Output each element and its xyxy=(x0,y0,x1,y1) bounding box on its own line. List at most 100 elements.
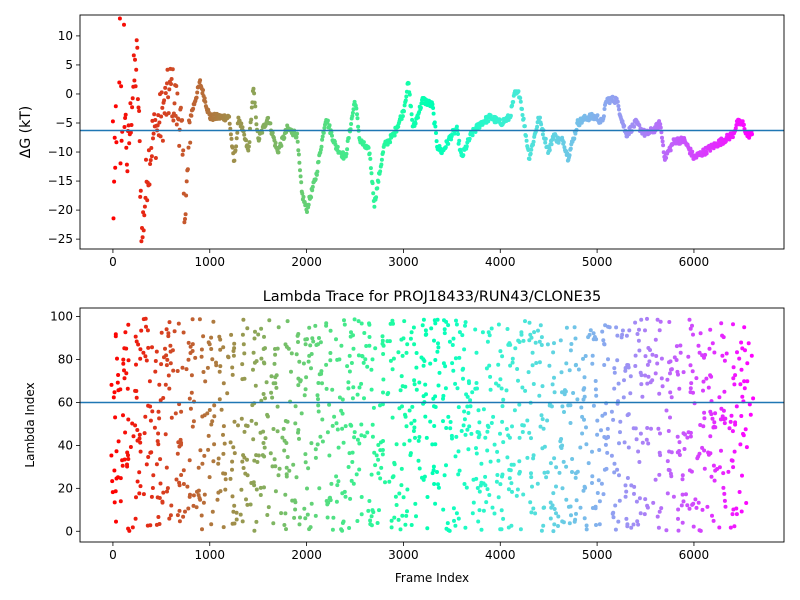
delta-g-point xyxy=(114,140,119,145)
lambda-point xyxy=(370,422,375,427)
lambda-point xyxy=(646,441,651,446)
lambda-point xyxy=(308,343,313,348)
lambda-point xyxy=(615,333,620,338)
lambda-point xyxy=(448,420,453,424)
lambda-point xyxy=(575,397,580,402)
lambda-point xyxy=(496,362,501,367)
lambda-point xyxy=(356,319,361,324)
lambda-point xyxy=(354,472,359,477)
lambda-point xyxy=(568,403,573,408)
lambda-chart-title: Lambda Trace for PROJ18433/RUN43/CLONE35 xyxy=(263,289,602,305)
delta-g-point xyxy=(130,105,135,110)
lambda-point xyxy=(564,325,569,330)
delta-g-point xyxy=(409,112,414,117)
lambda-point xyxy=(612,461,617,466)
lambda-point xyxy=(617,498,622,503)
lambda-point xyxy=(412,342,417,347)
lambda-point xyxy=(309,501,314,506)
lambda-point xyxy=(143,354,148,359)
lambda-point xyxy=(745,361,750,366)
lambda-point xyxy=(396,517,401,522)
lambda-point xyxy=(539,413,544,418)
lambda-x-tick-label: 1000 xyxy=(194,548,225,562)
lambda-point xyxy=(431,464,436,469)
lambda-point xyxy=(744,501,749,505)
lambda-point xyxy=(545,418,550,423)
delta-g-point xyxy=(454,124,459,129)
lambda-point xyxy=(498,431,502,436)
lambda-point xyxy=(452,518,456,523)
lambda-point xyxy=(352,317,357,322)
lambda-point xyxy=(656,426,661,431)
lambda-point xyxy=(709,474,714,479)
lambda-point xyxy=(684,492,688,497)
lambda-point xyxy=(443,364,448,369)
lambda-point xyxy=(442,327,447,332)
lambda-point xyxy=(722,498,727,503)
lambda-point xyxy=(167,320,172,325)
lambda-point xyxy=(578,445,583,450)
lambda-point xyxy=(501,397,506,402)
lambda-point xyxy=(262,445,267,450)
lambda-point xyxy=(133,334,138,339)
lambda-point xyxy=(498,349,503,354)
lambda-point xyxy=(254,359,259,364)
lambda-point xyxy=(359,422,364,427)
delta-g-point xyxy=(488,113,493,118)
lambda-point xyxy=(467,381,471,386)
lambda-point xyxy=(561,459,566,464)
lambda-point xyxy=(193,355,198,360)
lambda-point xyxy=(601,492,606,497)
lambda-point xyxy=(447,528,452,533)
lambda-point xyxy=(533,511,538,516)
delta-g-point xyxy=(443,145,448,150)
lambda-point xyxy=(476,435,481,440)
lambda-point xyxy=(741,433,746,438)
lambda-point xyxy=(526,370,531,375)
delta-g-point xyxy=(169,82,173,86)
lambda-point xyxy=(657,509,662,514)
lambda-point xyxy=(457,355,462,360)
lambda-points xyxy=(109,316,756,534)
lambda-point xyxy=(441,396,445,401)
lambda-point xyxy=(324,386,329,391)
lambda-point xyxy=(514,493,519,498)
lambda-point xyxy=(653,371,658,376)
lambda-point xyxy=(309,352,314,356)
lambda-point xyxy=(189,390,194,395)
lambda-point xyxy=(315,442,320,447)
lambda-point xyxy=(551,350,556,355)
lambda-point xyxy=(341,519,346,524)
lambda-point xyxy=(401,336,406,341)
lambda-point xyxy=(412,378,417,383)
lambda-point xyxy=(686,354,691,359)
lambda-point xyxy=(450,436,454,441)
delta-g-point xyxy=(356,124,361,129)
lambda-point xyxy=(678,343,683,348)
lambda-point xyxy=(365,364,370,369)
lambda-point xyxy=(248,502,253,507)
lambda-point xyxy=(531,382,536,386)
lambda-point xyxy=(212,414,217,419)
lambda-point xyxy=(242,376,247,381)
lambda-point xyxy=(498,482,503,487)
lambda-point xyxy=(453,381,458,386)
lambda-point xyxy=(474,451,479,456)
lambda-point xyxy=(496,383,501,388)
lambda-point xyxy=(316,409,321,414)
lambda-point xyxy=(339,343,344,348)
lambda-point xyxy=(376,457,381,462)
lambda-y-tick-label: 20 xyxy=(58,481,73,495)
delta-g-point xyxy=(144,157,148,162)
lambda-point xyxy=(722,491,727,496)
lambda-point xyxy=(389,518,394,523)
delta-g-point xyxy=(335,144,340,149)
lambda-point xyxy=(134,362,138,367)
delta-g-point xyxy=(430,102,435,107)
lambda-point xyxy=(255,460,260,464)
lambda-point xyxy=(392,515,397,520)
delta-g-point xyxy=(186,145,191,150)
lambda-point xyxy=(701,379,706,384)
lambda-point xyxy=(283,342,288,347)
lambda-point xyxy=(177,483,182,488)
